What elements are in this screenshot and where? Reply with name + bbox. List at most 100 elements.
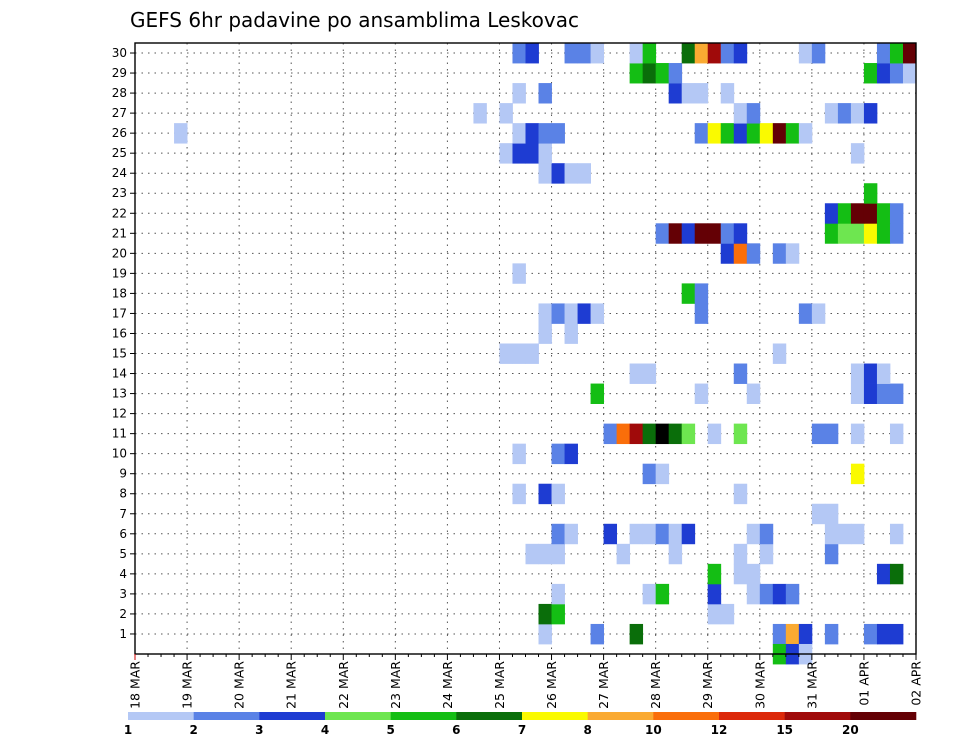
heatmap-cell [629, 523, 644, 545]
y-tick-label: 28 [112, 86, 127, 100]
heatmap-cell [824, 103, 839, 124]
heatmap-cell [538, 543, 552, 565]
legend-label: 12 [711, 723, 728, 737]
y-tick-label: 30 [112, 46, 127, 60]
heatmap-cell [837, 523, 852, 545]
heatmap-cell [525, 343, 539, 364]
heatmap-cell [174, 123, 188, 144]
heatmap-cell [889, 203, 904, 224]
heatmap-cell [564, 323, 578, 344]
heatmap-cell [564, 443, 578, 465]
heatmap-cell [876, 363, 891, 384]
heatmap-cell [512, 83, 526, 104]
heatmap-cell [824, 223, 839, 244]
y-tick-label: 9 [119, 467, 127, 481]
heatmap-cell [512, 343, 526, 364]
heatmap-cell [785, 623, 800, 645]
heatmap-cell [525, 543, 539, 565]
color-legend: 1 2 3 4 5 6 7 8 10 12 15 20 [124, 712, 917, 737]
heatmap-cell [837, 103, 852, 124]
heatmap-cell [876, 563, 891, 585]
heatmap-cell [629, 63, 644, 84]
heatmap-cell [850, 383, 865, 404]
heatmap-cell [902, 63, 917, 84]
heatmap-cell [850, 363, 865, 384]
legend-swatch [653, 712, 720, 720]
heatmap-cell [642, 43, 657, 64]
heatmap-cell [746, 383, 761, 404]
heatmap-cell [655, 423, 670, 445]
heatmap-cell [863, 103, 878, 124]
heatmap-cell [746, 523, 761, 545]
heatmap-cell [733, 103, 748, 124]
heatmap-cell [681, 423, 696, 445]
y-tick-label: 22 [112, 206, 127, 220]
heatmap-cell [655, 63, 670, 84]
heatmap-cell [551, 483, 565, 505]
heatmap-cell [668, 83, 683, 104]
heatmap-cell [746, 563, 761, 585]
x-tick-label: 24 MAR [440, 661, 455, 709]
heatmap-cell [798, 123, 813, 144]
legend-swatch [850, 712, 917, 720]
legend-label: 15 [776, 723, 793, 737]
heatmap-cell [668, 523, 683, 545]
heatmap-cell [564, 303, 578, 324]
heatmap-cell [876, 623, 891, 645]
heatmap-cell [707, 583, 722, 605]
heatmap-cell [863, 203, 878, 224]
legend-label: 20 [842, 723, 859, 737]
heatmap-cell [512, 123, 526, 144]
heatmap-cell [694, 283, 709, 304]
heatmap-cell [863, 223, 878, 244]
heatmap-cell [707, 43, 722, 64]
heatmap-cells [174, 43, 917, 665]
x-axis: 18 MAR 19 MAR 20 MAR 21 MAR 22 MAR 23 MAR 24 M… [128, 654, 924, 709]
heatmap-cell [759, 543, 774, 565]
x-tick-label: 20 MAR [232, 661, 247, 709]
heatmap-cell [512, 263, 526, 284]
heatmap-cell [551, 303, 565, 324]
heatmap-cell [642, 63, 657, 84]
y-tick-label: 13 [112, 387, 127, 401]
heatmap-cell [720, 43, 735, 64]
heatmap-cell [720, 603, 735, 625]
heatmap-cell [889, 563, 904, 585]
x-tick-label: 22 MAR [336, 661, 351, 709]
heatmap-cell [603, 423, 618, 445]
x-tick-label: 30 MAR [752, 661, 767, 709]
heatmap-cell [603, 523, 618, 545]
heatmap-cell [824, 523, 839, 545]
heatmap-cell [707, 123, 722, 144]
legend-swatch [325, 712, 391, 720]
heatmap-cell [720, 123, 735, 144]
heatmap-cell [785, 583, 800, 605]
heatmap-cell [577, 163, 591, 184]
heatmap-cell [525, 43, 539, 64]
heatmap-cell [889, 623, 904, 645]
heatmap-cell [590, 43, 604, 64]
heatmap-cell [564, 163, 578, 184]
heatmap-cell [538, 143, 552, 164]
heatmap-cell [681, 523, 696, 545]
y-tick-label: 5 [119, 547, 127, 561]
y-tick-label: 24 [112, 166, 127, 180]
heatmap-cell [733, 123, 748, 144]
heatmap-cell [850, 143, 865, 164]
heatmap-cell [655, 463, 670, 485]
heatmap-cell [577, 43, 591, 64]
legend-swatch [719, 712, 785, 720]
heatmap-cell [850, 423, 865, 445]
x-tick-label: 28 MAR [648, 661, 663, 709]
heatmap-cell [824, 503, 839, 525]
heatmap-cell [668, 423, 683, 445]
y-tick-label: 12 [112, 407, 127, 421]
heatmap-cell [642, 423, 657, 445]
heatmap-cell [590, 303, 604, 324]
heatmap-cell [655, 223, 670, 244]
y-tick-label: 7 [119, 507, 127, 521]
heatmap-cell [850, 463, 865, 485]
y-tick-label: 23 [112, 186, 127, 200]
y-tick-label: 27 [112, 106, 127, 120]
